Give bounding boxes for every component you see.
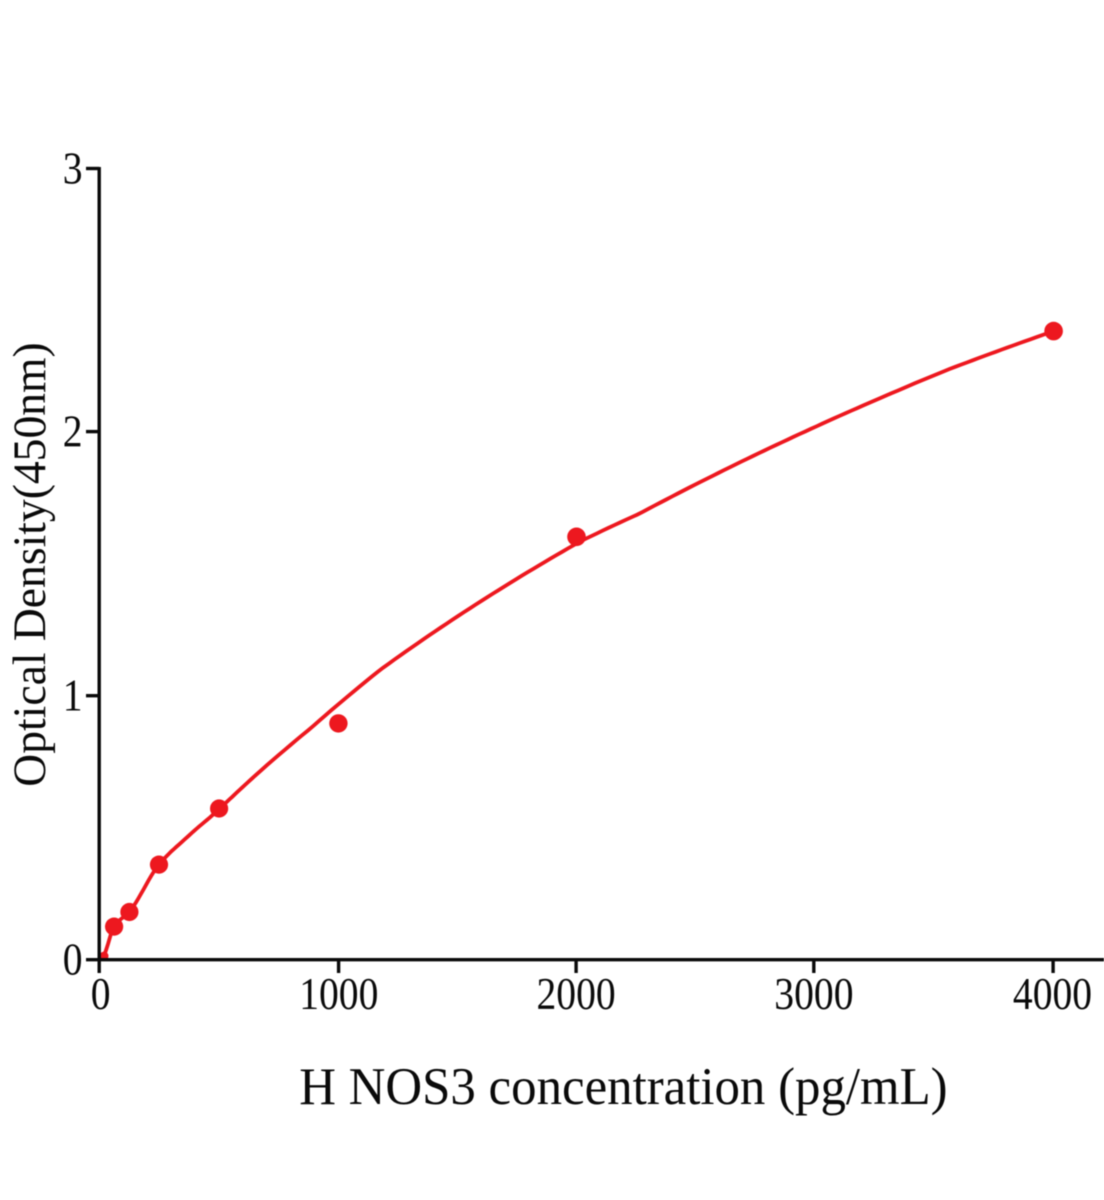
svg-text:1: 1	[63, 671, 83, 721]
svg-text:H NOS3 concentration (pg/mL): H NOS3 concentration (pg/mL)	[299, 1058, 947, 1116]
svg-text:2000: 2000	[537, 970, 616, 1020]
svg-text:2: 2	[63, 407, 83, 457]
svg-text:3000: 3000	[774, 970, 853, 1020]
svg-text:3: 3	[63, 144, 83, 194]
svg-text:1000: 1000	[299, 970, 378, 1020]
svg-text:0: 0	[63, 935, 83, 985]
svg-text:Optical Density(450nm): Optical Density(450nm)	[4, 342, 56, 786]
svg-text:0: 0	[91, 970, 111, 1020]
svg-text:4000: 4000	[1013, 970, 1092, 1020]
